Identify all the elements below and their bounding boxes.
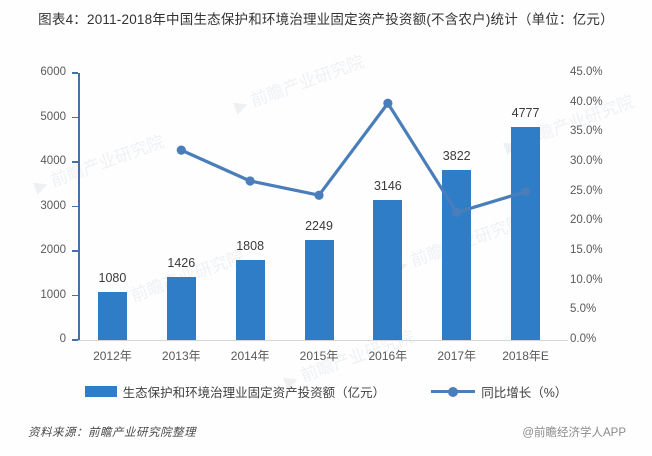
left-axis-tick-label: 4000 bbox=[40, 155, 66, 167]
bar-value-label: 3146 bbox=[373, 179, 402, 193]
bar-2018年E bbox=[511, 127, 541, 340]
left-axis-tick bbox=[72, 250, 78, 252]
bar-2013年 bbox=[166, 276, 196, 340]
bar-value-label: 3822 bbox=[442, 148, 471, 163]
x-axis-label: 2017年 bbox=[437, 349, 477, 363]
left-axis-tick bbox=[72, 294, 78, 296]
left-axis-tick-label: 6000 bbox=[40, 66, 66, 78]
left-axis-tick bbox=[72, 72, 78, 74]
right-axis-tick-label: 40.0% bbox=[570, 95, 603, 108]
right-axis-tick-label: 5.0% bbox=[570, 303, 597, 316]
x-axis-label: 2012年 bbox=[93, 349, 132, 363]
right-axis-tick-label: 0.0% bbox=[570, 333, 597, 345]
left-axis-tick bbox=[72, 205, 78, 207]
bar-value-label: 1080 bbox=[98, 270, 127, 285]
source-note: 资料来源：前瞻产业研究院整理 bbox=[28, 427, 196, 439]
legend-item-bar-series: 生态保护和环境治理业固定资产投资额（亿元） bbox=[84, 382, 386, 401]
x-axis-label: 2016年 bbox=[368, 349, 408, 363]
x-axis-label: 2014年 bbox=[230, 349, 270, 363]
legend-item-line-series: 同比增长（%） bbox=[431, 382, 567, 401]
left-axis-tick-label: 1000 bbox=[40, 288, 66, 301]
bar-value-label: 1808 bbox=[236, 238, 265, 253]
bar-value-label: 1426 bbox=[167, 255, 196, 270]
left-axis-tick bbox=[72, 161, 78, 163]
left-axis-tick-label: 0 bbox=[59, 333, 66, 345]
growth-line-marker bbox=[245, 176, 255, 186]
right-axis-tick-label: 30.0% bbox=[570, 155, 603, 167]
bar-series-swatch bbox=[84, 385, 117, 397]
bar-2012年 bbox=[97, 291, 127, 340]
bar-value-label: 4777 bbox=[511, 106, 540, 121]
growth-line-marker bbox=[452, 207, 462, 218]
credit-note: @前瞻经济学人APP bbox=[522, 427, 626, 439]
left-y-axis-line bbox=[78, 73, 80, 340]
x-axis-label: 2018年E bbox=[502, 349, 549, 363]
bar-value-label: 2249 bbox=[305, 218, 333, 233]
chart-title: 图表4：2011-2018年中国生态保护和环境治理业固定资产投资额(不含农户)统… bbox=[38, 12, 614, 27]
right-axis-tick-label: 35.0% bbox=[570, 125, 603, 138]
growth-line-marker bbox=[383, 98, 393, 108]
right-axis-tick-label: 25.0% bbox=[570, 184, 603, 197]
left-axis-tick bbox=[72, 339, 78, 341]
bar-2016年 bbox=[373, 200, 403, 340]
left-axis-tick-label: 5000 bbox=[40, 110, 66, 123]
bar-series-label: 生态保护和环境治理业固定资产投资额（亿元） bbox=[122, 385, 386, 400]
right-axis-tick-label: 45.0% bbox=[570, 66, 603, 78]
growth-line-marker bbox=[176, 145, 186, 155]
left-axis-tick bbox=[72, 116, 78, 118]
x-axis-label: 2015年 bbox=[299, 349, 339, 363]
line-series-swatch bbox=[431, 386, 476, 397]
right-axis-tick-label: 15.0% bbox=[570, 244, 603, 256]
growth-line-marker bbox=[520, 187, 531, 197]
bar-2015年 bbox=[304, 239, 334, 340]
x-axis-label: 2013年 bbox=[161, 349, 201, 363]
growth-line-marker bbox=[314, 190, 324, 200]
x-axis-line bbox=[78, 340, 568, 341]
right-axis-tick-label: 20.0% bbox=[570, 214, 603, 227]
left-axis-tick-label: 3000 bbox=[40, 199, 66, 212]
line-series-label: 同比增长（%） bbox=[481, 385, 568, 400]
right-axis-tick-label: 10.0% bbox=[570, 273, 603, 286]
left-axis-tick-label: 2000 bbox=[40, 244, 66, 256]
growth-line bbox=[180, 101, 527, 215]
bar-2014年 bbox=[235, 259, 265, 340]
chart-legend: 生态保护和环境治理业固定资产投资额（亿元） 同比增长（%） bbox=[0, 381, 652, 401]
